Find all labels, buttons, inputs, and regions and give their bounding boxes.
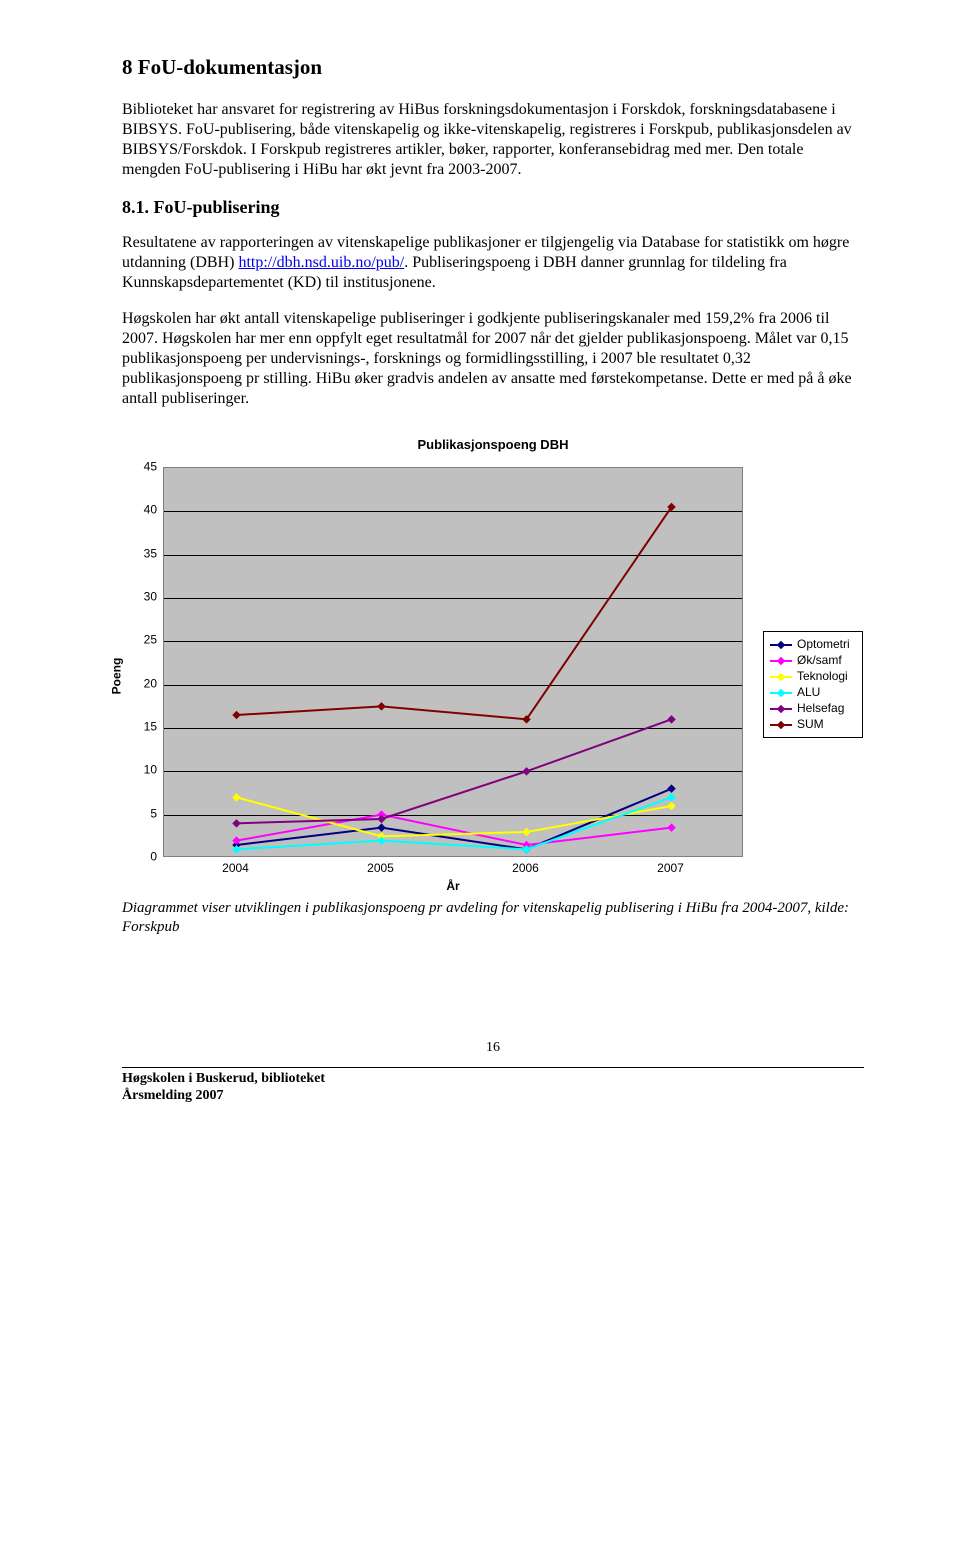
gridline [164, 555, 742, 556]
legend-item: Teknologi [770, 669, 856, 684]
legend-item: Øk/samf [770, 653, 856, 668]
gridline [164, 511, 742, 512]
legend-item: SUM [770, 717, 856, 732]
marker [377, 702, 385, 710]
plot-area [163, 467, 743, 857]
footer-rule [122, 1067, 864, 1068]
legend-label: SUM [797, 717, 824, 732]
series-line-Øk/samf [237, 815, 672, 845]
y-tick-label: 0 [123, 850, 157, 865]
x-tick-label: 2007 [657, 861, 684, 876]
paragraph-intro: Biblioteket har ansvaret for registrerin… [122, 100, 864, 180]
paragraph-growth: Høgskolen har økt antall vitenskapelige … [122, 309, 864, 409]
series-line-SUM [237, 507, 672, 719]
gridline [164, 728, 742, 729]
heading-sub: 8.1. FoU-publisering [122, 196, 864, 219]
marker [377, 815, 385, 823]
marker [377, 836, 385, 844]
marker [522, 828, 530, 836]
y-tick-label: 15 [123, 720, 157, 735]
y-tick-label: 5 [123, 806, 157, 821]
marker [667, 793, 675, 801]
legend-label: Øk/samf [797, 653, 842, 668]
legend-label: ALU [797, 685, 820, 700]
marker [232, 819, 240, 827]
marker [667, 823, 675, 831]
legend-label: Teknologi [797, 669, 848, 684]
chart: Poeng År OptometriØk/samfTeknologiALUHel… [123, 461, 863, 891]
series-line-Teknologi [237, 797, 672, 836]
x-axis-title: År [446, 879, 459, 894]
legend-label: Helsefag [797, 701, 844, 716]
marker [667, 715, 675, 723]
marker [522, 845, 530, 853]
marker [377, 832, 385, 840]
y-tick-label: 25 [123, 633, 157, 648]
chart-caption: Diagrammet viser utviklingen i publikasj… [122, 899, 864, 937]
y-tick-label: 35 [123, 546, 157, 561]
y-tick-label: 45 [123, 460, 157, 475]
marker [667, 784, 675, 792]
paragraph-results: Resultatene av rapporteringen av vitensk… [122, 233, 864, 293]
page-number: 16 [486, 1039, 500, 1057]
legend-swatch [770, 644, 792, 646]
legend-swatch [770, 724, 792, 726]
legend-item: ALU [770, 685, 856, 700]
gridline [164, 815, 742, 816]
series-line-ALU [237, 797, 672, 849]
y-tick-label: 10 [123, 763, 157, 778]
marker [667, 503, 675, 511]
marker [377, 823, 385, 831]
marker [522, 715, 530, 723]
legend-swatch [770, 708, 792, 710]
footer-line1: Høgskolen i Buskerud, biblioteket [122, 1070, 864, 1088]
x-tick-label: 2004 [222, 861, 249, 876]
marker [522, 845, 530, 853]
legend-swatch [770, 660, 792, 662]
marker [667, 802, 675, 810]
marker [232, 836, 240, 844]
legend-swatch [770, 676, 792, 678]
gridline [164, 641, 742, 642]
legend-item: Optometri [770, 637, 856, 652]
dbh-link[interactable]: http://dbh.nsd.uib.no/pub/ [238, 254, 404, 271]
y-tick-label: 30 [123, 590, 157, 605]
marker [232, 793, 240, 801]
footer-line2: Årsmelding 2007 [122, 1087, 864, 1105]
marker [522, 841, 530, 849]
gridline [164, 771, 742, 772]
chart-title: Publikasjonspoeng DBH [122, 437, 864, 453]
chart-legend: OptometriØk/samfTeknologiALUHelsefagSUM [763, 631, 863, 738]
y-tick-label: 40 [123, 503, 157, 518]
gridline [164, 685, 742, 686]
heading-main: 8 FoU-dokumentasjon [122, 54, 864, 80]
marker [232, 845, 240, 853]
legend-swatch [770, 692, 792, 694]
x-tick-label: 2005 [367, 861, 394, 876]
gridline [164, 598, 742, 599]
series-line-Optometri [237, 789, 672, 850]
page-footer: 16 Høgskolen i Buskerud, biblioteket Års… [122, 1067, 864, 1105]
marker [232, 711, 240, 719]
series-svg [164, 468, 744, 858]
y-tick-label: 20 [123, 676, 157, 691]
legend-label: Optometri [797, 637, 850, 652]
x-tick-label: 2006 [512, 861, 539, 876]
marker [232, 841, 240, 849]
legend-item: Helsefag [770, 701, 856, 716]
